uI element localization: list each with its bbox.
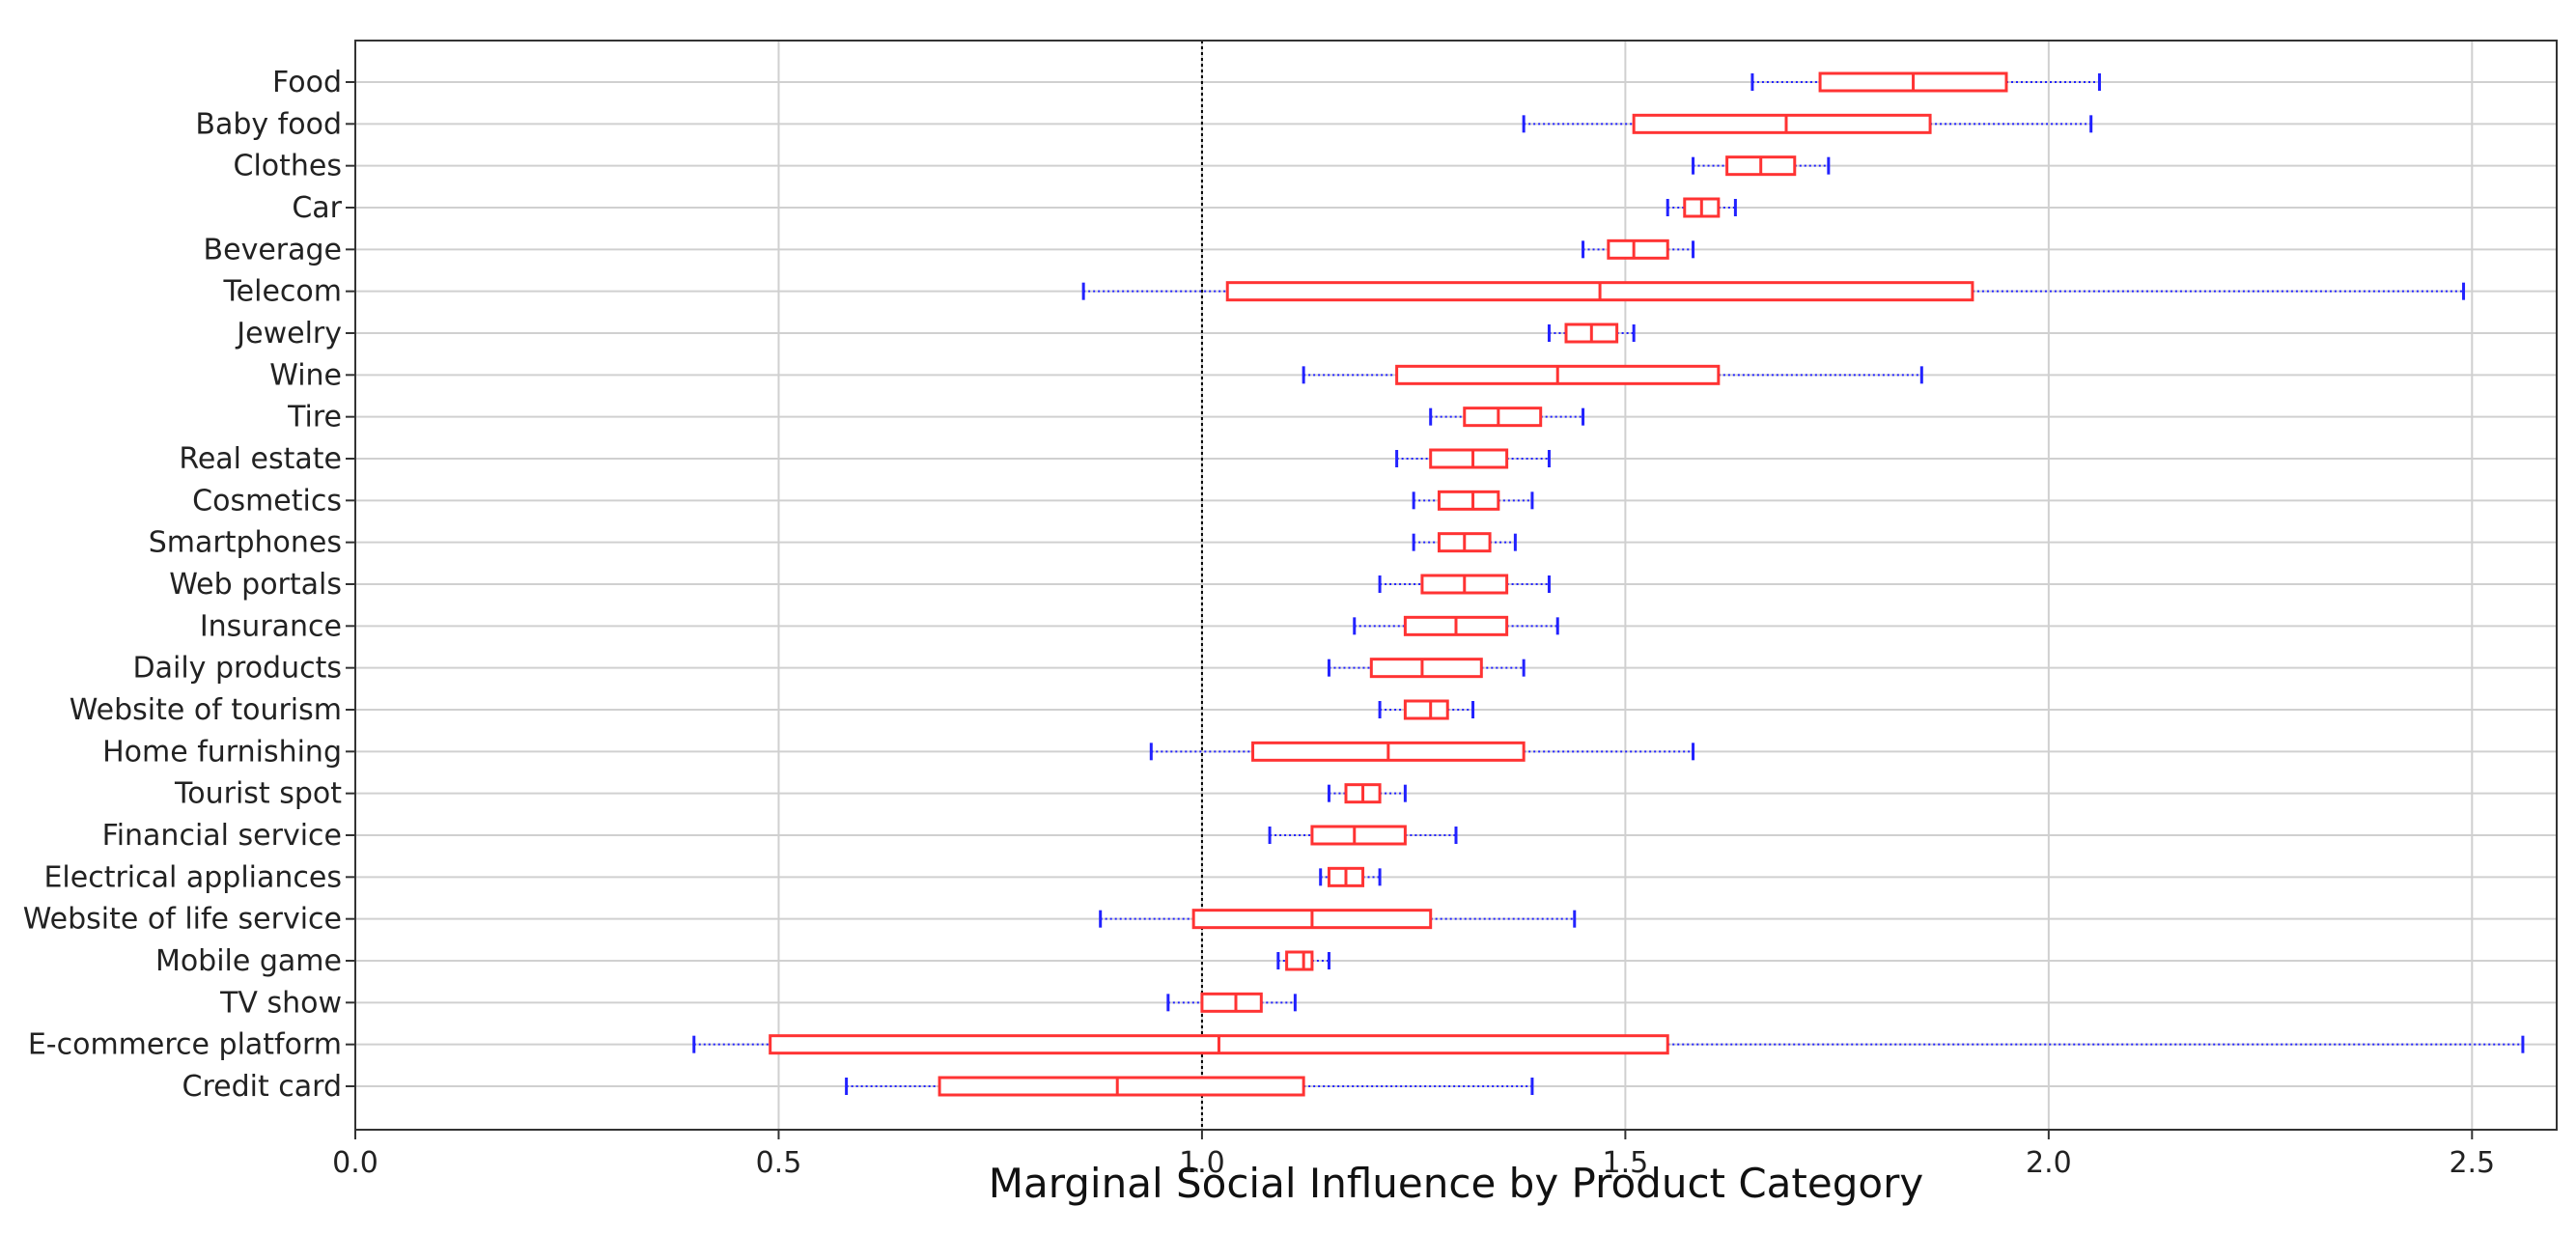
category-label: Telecom [222,275,342,309]
box-tire [1429,407,1585,428]
category-label: Credit card [182,1070,342,1104]
box-daily-products [1327,658,1526,679]
box-cosmetics [1412,490,1534,511]
box-food [1750,71,2101,93]
x-tick-label: 0.5 [756,1146,802,1180]
category-label: Insurance [200,609,342,643]
box-telecom [1081,281,2466,302]
box-baby-food [1522,113,2093,134]
category-label: Tire [287,401,342,435]
box-website-of-tourism [1378,699,1475,720]
iqr-box [1463,407,1543,428]
category-label: Mobile game [155,944,342,978]
category-label: E-commerce platform [28,1028,342,1062]
category-label: Car [292,191,342,225]
category-label: Wine [269,358,342,392]
iqr-box [1310,825,1407,846]
iqr-box [1403,699,1449,720]
category-label: Food [272,66,342,99]
iqr-box [1437,490,1500,511]
iqr-box [1285,950,1314,971]
box-financial-service [1268,825,1458,846]
box-credit-card [845,1076,1534,1097]
category-label: Tourist spot [174,777,342,811]
box-insurance [1353,615,1559,636]
category-label: Baby food [195,107,342,141]
iqr-box [1200,992,1263,1013]
iqr-box [1429,448,1509,469]
box-wine [1302,364,1923,385]
iqr-box [1632,113,1932,134]
box-jewelry [1547,323,1636,344]
category-label: Jewelry [235,317,342,351]
x-tick-label: 2.0 [2026,1146,2072,1180]
box-home-furnishing [1149,741,1695,762]
category-label: Home furnishing [102,735,342,769]
category-label: Daily products [133,652,342,686]
box-electrical-appliances [1319,866,1382,887]
box-e-commerce-platform [692,1034,2525,1055]
category-label: Financial service [102,819,342,853]
y-tick-labels: Food Baby food Clothes Car Beverage Telecom Je… [23,66,355,1104]
box-mobile-game [1276,950,1330,971]
x-axis-title: Marginal Social Influence by Product Cat… [989,1160,1923,1207]
category-label: Web portals [169,568,342,602]
iqr-box [938,1076,1305,1097]
category-label: Clothes [234,150,343,183]
category-label: Smartphones [149,526,342,560]
category-label: TV show [219,986,342,1020]
category-label: Website of tourism [70,693,342,727]
box-tourist-spot [1327,783,1407,804]
x-tick-label: 1.0 [1179,1146,1225,1180]
x-tick-label: 2.5 [2449,1146,2495,1180]
category-label: Electrical appliances [43,860,342,894]
box-website-of-life-service [1099,909,1577,930]
x-tick-label: 1.5 [1603,1146,1649,1180]
box-tv-show [1166,992,1297,1013]
box-smartphones [1412,532,1517,553]
box-web-portals [1378,574,1551,595]
x-tick-label: 0.0 [332,1146,378,1180]
box-car [1666,197,1737,218]
category-label: Cosmetics [192,484,342,518]
box-clothes [1692,155,1831,177]
box-beverage [1582,238,1695,260]
category-label: Beverage [204,233,342,266]
boxes-layer [692,71,2525,1097]
box-real-estate [1395,448,1551,469]
iqr-box [1369,658,1483,679]
category-label: Website of life service [23,903,342,937]
iqr-box [1607,238,1669,260]
x-tick-labels: 0.0 0.5 1.0 1.5 2.0 2.5 [332,1130,2495,1180]
category-label: Real estate [179,442,342,476]
